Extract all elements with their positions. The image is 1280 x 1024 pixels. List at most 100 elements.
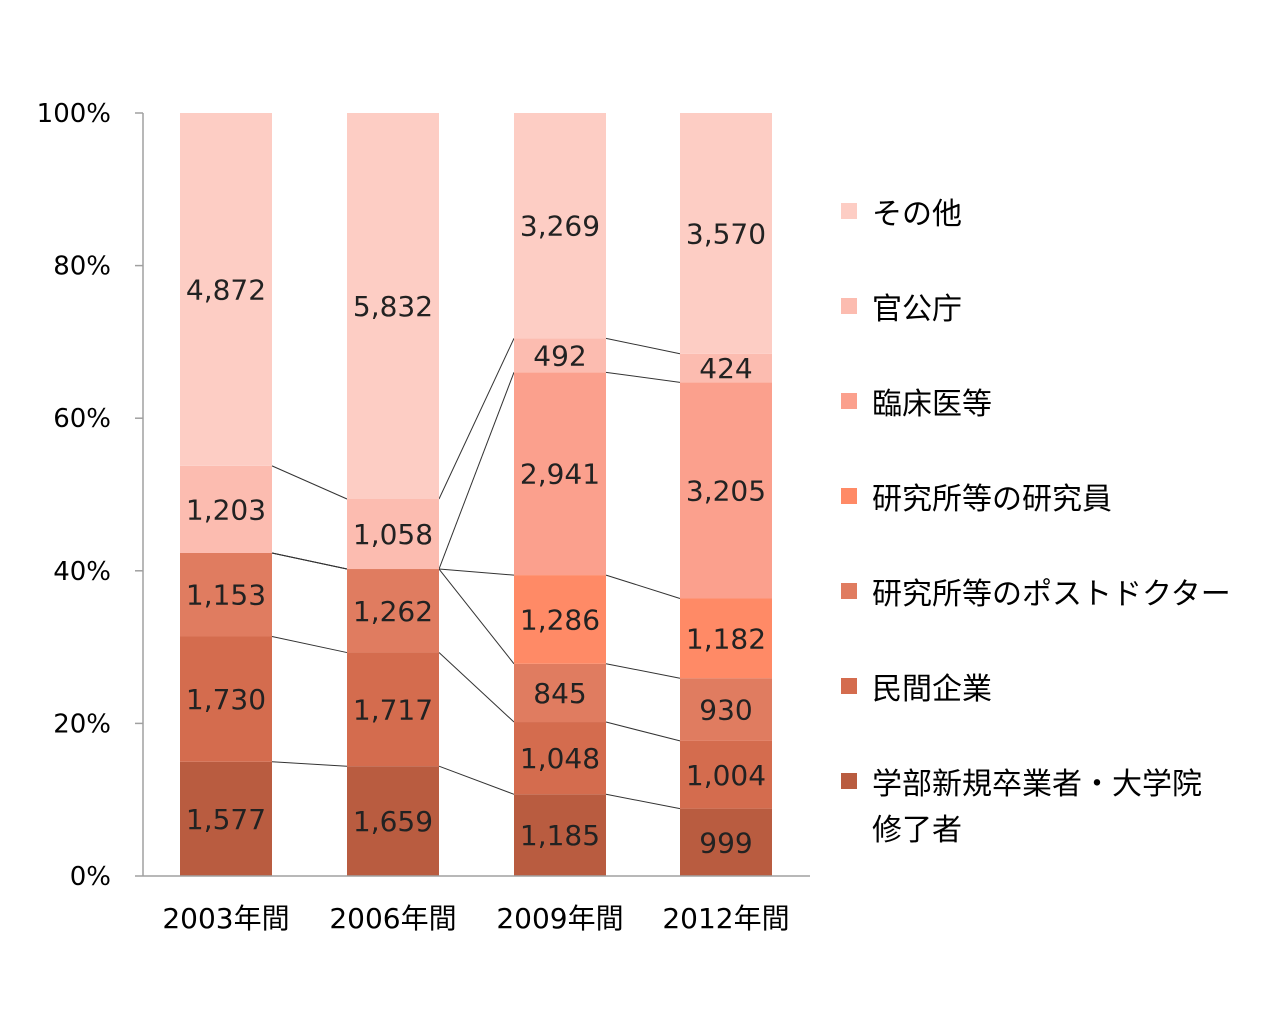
legend-swatch	[841, 773, 857, 789]
series-connector-line	[605, 574, 681, 599]
series-connector-lines	[271, 337, 681, 810]
legend-label: 学部新規卒業者・大学院	[872, 767, 1202, 802]
data-label: 3,269	[520, 210, 600, 243]
bar-segment	[514, 575, 606, 664]
x-axis-category-labels: 2003年間 2006年間 2009年間 2012年間	[162, 902, 789, 935]
legend-label: その他	[872, 197, 962, 232]
legend-label: 研究所等の研究員	[872, 482, 1112, 517]
data-label: 1,153	[186, 579, 266, 612]
bar-segment	[180, 761, 272, 876]
series-connector-line	[605, 793, 681, 810]
series-connector-line	[438, 652, 515, 723]
data-label: 492	[533, 339, 586, 372]
data-label: 2,941	[520, 458, 600, 491]
bar-segment	[680, 353, 772, 383]
bar-segment	[514, 113, 606, 339]
bar-segment	[680, 740, 772, 809]
legend-label: 研究所等のポストドクター	[872, 577, 1231, 612]
series-connector-line	[605, 663, 681, 679]
data-label: 424	[699, 352, 752, 385]
bar-segment	[514, 794, 606, 876]
y-tick-label: 80%	[53, 252, 111, 282]
series-connector-line	[438, 568, 515, 576]
bar-segment	[347, 652, 439, 767]
data-label: 1,004	[686, 759, 766, 792]
series-connector-line	[605, 337, 681, 355]
series-connector-line	[271, 552, 348, 570]
bar-segment	[347, 499, 439, 570]
data-label: 1,659	[353, 805, 433, 838]
data-label: 930	[699, 694, 752, 727]
series-connector-line	[438, 338, 515, 500]
legend-swatch	[841, 678, 857, 694]
data-label: 999	[699, 826, 752, 859]
data-label: 1,048	[520, 742, 600, 775]
legend-swatch	[841, 203, 857, 219]
bar-segment	[680, 113, 772, 354]
bar-segment	[680, 598, 772, 679]
bar-segment	[680, 808, 772, 876]
y-tick-label: 20%	[53, 709, 111, 739]
bar-segment	[680, 382, 772, 599]
legend-item: 研究所等の研究員	[841, 482, 1112, 517]
bar-segment	[180, 465, 272, 553]
data-label: 4,872	[186, 273, 266, 306]
data-label: 845	[533, 677, 586, 710]
data-label: 3,570	[686, 217, 766, 250]
x-category-label: 2006年間	[329, 902, 456, 935]
legend-label: 修了者	[872, 813, 962, 848]
legend-swatch	[841, 488, 857, 504]
data-label: 1,577	[186, 803, 266, 836]
data-label: 1,203	[186, 493, 266, 526]
y-tick-label: 60%	[53, 404, 111, 434]
x-category-label: 2003年間	[162, 902, 289, 935]
data-label: 1,730	[186, 683, 266, 716]
legend-item: その他	[841, 197, 962, 232]
bar-segment	[514, 722, 606, 795]
bar-segment	[180, 636, 272, 762]
series-connector-line	[271, 465, 348, 500]
series-connector-line	[605, 721, 681, 742]
legend-swatch	[841, 393, 857, 409]
bar-segment	[514, 663, 606, 723]
series-connector-line	[438, 765, 515, 795]
x-category-label: 2009年間	[496, 902, 623, 935]
bar-segment	[180, 113, 272, 466]
bar-segment	[347, 569, 439, 653]
data-label: 1,717	[353, 693, 433, 726]
bar-segment	[514, 338, 606, 373]
bars-group: 1,577 1,659 1,185 999 1,730 1,717 1,048 1,004 1,…	[180, 113, 772, 876]
data-label: 1,262	[353, 595, 433, 628]
series-connector-line	[271, 761, 348, 767]
y-tick-label: 0%	[70, 862, 111, 892]
bar-segment	[180, 552, 272, 637]
legend-item: 臨床医等	[841, 387, 992, 422]
series-connector-line	[271, 636, 348, 654]
data-label: 3,205	[686, 474, 766, 507]
series-connector-line	[605, 371, 681, 383]
legend: その他官公庁臨床医等研究所等の研究員研究所等のポストドクター民間企業学部新規卒業…	[841, 197, 1231, 848]
legend-item: 官公庁	[841, 292, 962, 327]
data-label: 5,832	[353, 290, 433, 323]
data-label: 1,185	[520, 819, 600, 852]
legend-label: 官公庁	[872, 292, 962, 327]
bar-segment	[347, 766, 439, 876]
series-connector-line	[438, 372, 515, 570]
legend-swatch	[841, 583, 857, 599]
bar-segment	[347, 113, 439, 500]
data-label: 1,286	[520, 603, 600, 636]
y-tick-label: 40%	[53, 557, 111, 587]
bar-segment	[514, 372, 606, 576]
legend-label: 臨床医等	[872, 387, 992, 422]
bar-segment	[680, 678, 772, 741]
legend-swatch	[841, 298, 857, 314]
legend-item: 民間企業	[841, 672, 992, 707]
data-label: 1,182	[686, 622, 766, 655]
legend-item: 研究所等のポストドクター	[841, 577, 1231, 612]
y-axis: 0% 20% 40% 60% 80% 100%	[37, 99, 810, 892]
series-connector-line	[438, 568, 515, 665]
x-category-label: 2012年間	[662, 902, 789, 935]
data-label: 1,058	[353, 518, 433, 551]
